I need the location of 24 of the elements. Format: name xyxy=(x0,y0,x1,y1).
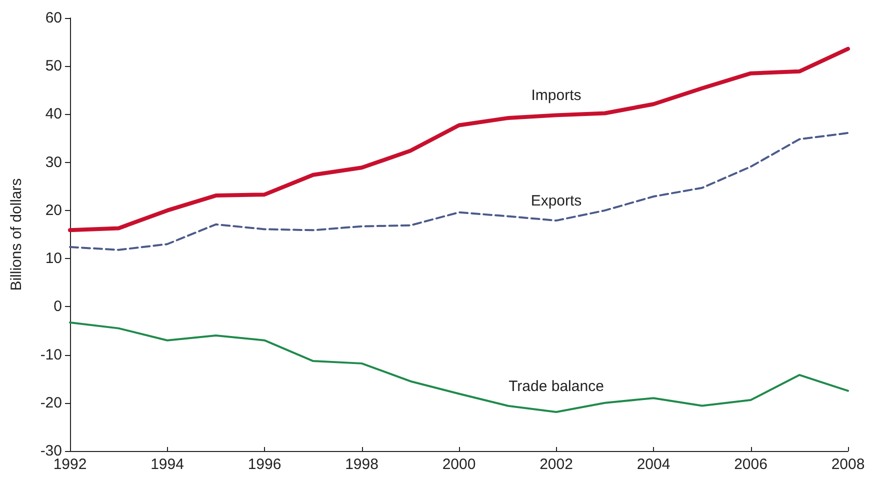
y-tick-label: 0 xyxy=(54,298,62,316)
y-tick-label: 30 xyxy=(45,154,62,171)
series-label: Exports xyxy=(530,192,582,210)
y-tick-label: 50 xyxy=(45,58,62,75)
y-tick-label: -20 xyxy=(40,394,62,412)
y-tick-label: 60 xyxy=(45,10,62,26)
x-tick-label: 2008 xyxy=(831,456,865,473)
x-tick-label: 2000 xyxy=(442,456,476,473)
x-tick-label: 2006 xyxy=(734,456,768,473)
y-axis-title: Billions of dollars xyxy=(8,178,25,291)
x-tick-label: 2004 xyxy=(636,456,670,473)
y-tick-label: -10 xyxy=(40,346,62,364)
y-tick-label: 40 xyxy=(45,106,62,123)
series-label: Trade balance xyxy=(508,378,604,396)
y-tick-label: 10 xyxy=(45,250,62,268)
line-series xyxy=(69,322,849,414)
x-tick-label: 2002 xyxy=(540,456,573,473)
y-tick-label: 20 xyxy=(45,202,62,219)
line-series xyxy=(69,132,849,251)
line-series xyxy=(68,46,850,232)
x-tick-label: 1996 xyxy=(248,456,282,473)
x-tick-label: 1998 xyxy=(345,456,378,473)
series-label: Imports xyxy=(531,87,582,104)
x-tick-label: 1994 xyxy=(150,456,184,473)
